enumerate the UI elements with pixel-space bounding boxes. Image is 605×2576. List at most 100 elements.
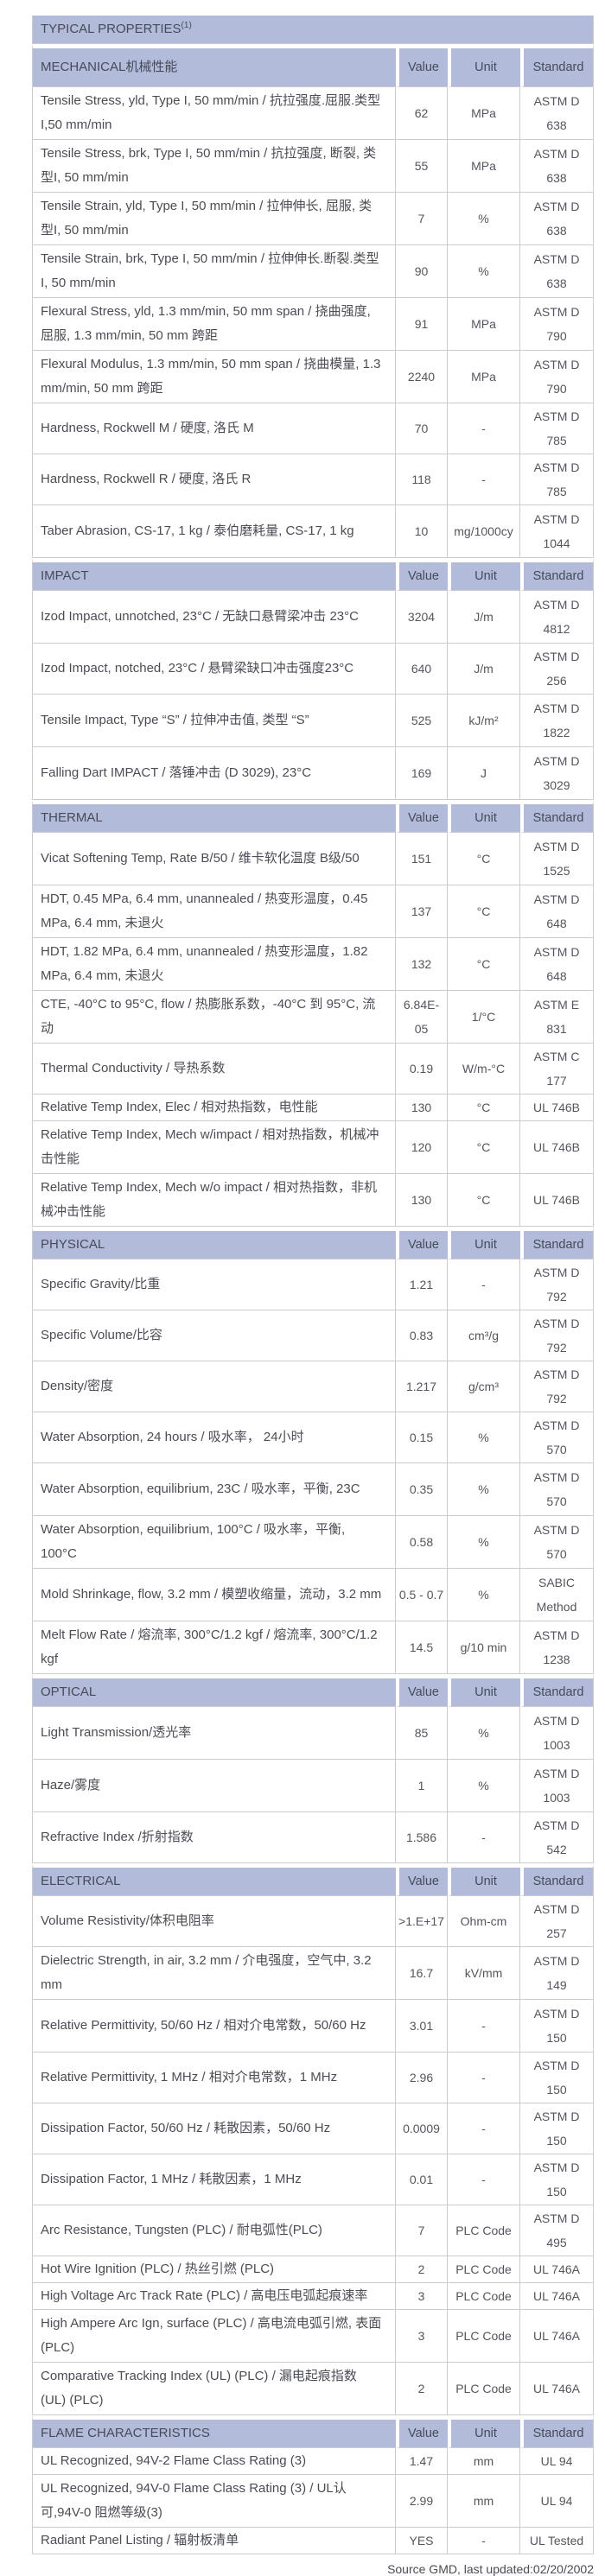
table-row: HDT, 1.82 MPa, 6.4 mm, unannealed / 热变形温… (32, 938, 595, 991)
section-title: FLAME CHARACTERISTICS (32, 2415, 396, 2448)
table-row: Mold Shrinkage, flow, 3.2 mm / 模塑收缩量，流动，… (32, 1569, 595, 1621)
column-header-standard: Standard (520, 1227, 595, 1259)
value-cell: 1.21 (396, 1259, 448, 1310)
standard-cell: UL Tested (520, 2528, 595, 2554)
unit-cell: - (448, 1812, 520, 1863)
unit-cell: - (448, 1259, 520, 1310)
property-cell: Hardness, Rockwell R / 硬度, 洛氏 R (32, 454, 396, 505)
unit-cell: W/m-°C (448, 1044, 520, 1094)
unit-cell: g/10 min (448, 1621, 520, 1674)
table-row: Volume Resistivity/体积电阻率 >1.E+17 Ohm-cm AST… (32, 1896, 595, 1947)
unit-cell: - (448, 2000, 520, 2053)
property-cell: Water Absorption, 24 hours / 吸水率， 24小时 (32, 1412, 396, 1463)
property-cell: Relative Temp Index, Mech w/impact / 相对热… (32, 1121, 396, 1174)
unit-cell: - (448, 2103, 520, 2154)
property-cell: Water Absorption, equilibrium, 23C / 吸水率… (32, 1463, 396, 1516)
value-cell: 2.99 (396, 2475, 448, 2528)
standard-cell: ASTM D 638 (520, 87, 595, 140)
table-row: Hot Wire Ignition (PLC) / 热丝引燃 (PLC) 2 PLC… (32, 2256, 595, 2283)
standard-cell: ASTM D 785 (520, 454, 595, 505)
property-cell: Falling Dart IMPACT / 落锤冲击 (D 3029), 23°… (32, 747, 396, 800)
table-row: Taber Abrasion, CS-17, 1 kg / 泰伯磨耗量, CS-… (32, 505, 595, 558)
property-cell: Density/密度 (32, 1361, 396, 1412)
property-cell: Radiant Panel Listing / 辐射板清单 (32, 2528, 396, 2554)
unit-cell: °C (448, 938, 520, 991)
standard-cell: ASTM D 792 (520, 1361, 595, 1412)
table-row: Dissipation Factor, 50/60 Hz / 耗散因素，50/6… (32, 2103, 595, 2154)
standard-cell: ASTM D 149 (520, 1947, 595, 2000)
property-cell: Dissipation Factor, 1 MHz / 耗散因素，1 MHz (32, 2154, 396, 2205)
standard-cell: ASTM D 1525 (520, 833, 595, 885)
unit-cell: mg/1000cy (448, 505, 520, 558)
unit-cell: MPa (448, 140, 520, 193)
unit-cell: - (448, 454, 520, 505)
table-row: Izod Impact, unnotched, 23°C / 无缺口悬臂梁冲击 … (32, 591, 595, 644)
unit-cell: cm³/g (448, 1310, 520, 1361)
standard-cell: ASTM D 785 (520, 403, 595, 454)
standard-cell: ASTM D 792 (520, 1259, 595, 1310)
unit-cell: °C (448, 1121, 520, 1174)
source-note: Source GMD, last updated:02/20/2002 (387, 2562, 594, 2576)
standard-cell: ASTM E 831 (520, 991, 595, 1044)
table-row: High Voltage Arc Track Rate (PLC) / 高电压电… (32, 2283, 595, 2310)
column-header-value: Value (396, 558, 448, 591)
table-row: Water Absorption, equilibrium, 100°C / 吸… (32, 1516, 595, 1569)
standard-cell: ASTM D 150 (520, 2000, 595, 2053)
unit-cell: 1/°C (448, 991, 520, 1044)
column-header-value: Value (396, 800, 448, 833)
section-title: MECHANICAL机械性能 (32, 44, 396, 87)
unit-cell: J/m (448, 591, 520, 644)
table-row: Density/密度 1.217 g/cm³ ASTM D 792 (32, 1361, 595, 1412)
unit-cell: °C (448, 1094, 520, 1121)
unit-cell: PLC Code (448, 2363, 520, 2415)
standard-cell: ASTM D 790 (520, 298, 595, 351)
table-row: Hardness, Rockwell M / 硬度, 洛氏 M 70- ASTM D… (32, 403, 595, 454)
value-cell: 0.83 (396, 1310, 448, 1361)
property-cell: Vicat Softening Temp, Rate B/50 / 维卡软化温度… (32, 833, 396, 885)
standard-cell: ASTM D 1822 (520, 695, 595, 747)
standard-cell: UL 746B (520, 1094, 595, 1121)
value-cell: 6.84E-05 (396, 991, 448, 1044)
table-row: Tensile Strain, yld, Type I, 50 mm/min /… (32, 193, 595, 245)
section-header-row: THERMAL Value Unit Standard (32, 800, 595, 833)
standard-cell: ASTM D 150 (520, 2154, 595, 2205)
value-cell: >1.E+17 (396, 1896, 448, 1947)
property-cell: UL Recognized, 94V-0 Flame Class Rating … (32, 2475, 396, 2528)
value-cell: 2.96 (396, 2053, 448, 2103)
unit-cell: % (448, 1412, 520, 1463)
standard-cell: ASTM D 495 (520, 2205, 595, 2256)
unit-cell: PLC Code (448, 2205, 520, 2256)
property-cell: Volume Resistivity/体积电阻率 (32, 1896, 396, 1947)
value-cell: 70 (396, 403, 448, 454)
value-cell: 7 (396, 193, 448, 245)
table-row: Tensile Strain, brk, Type I, 50 mm/min /… (32, 245, 595, 298)
standard-cell: ASTM D 542 (520, 1812, 595, 1863)
value-cell: 132 (396, 938, 448, 991)
value-cell: 640 (396, 644, 448, 695)
value-cell: 525 (396, 695, 448, 747)
column-header-unit: Unit (448, 2415, 520, 2448)
unit-cell: - (448, 2154, 520, 2205)
column-header-value: Value (396, 1863, 448, 1896)
value-cell: 3204 (396, 591, 448, 644)
standard-cell: UL 746B (520, 1121, 595, 1174)
value-cell: 3.01 (396, 2000, 448, 2053)
standard-cell: UL 94 (520, 2475, 595, 2528)
property-cell: Relative Temp Index, Mech w/o impact / 相… (32, 1174, 396, 1227)
column-header-unit: Unit (448, 1674, 520, 1707)
value-cell: 0.35 (396, 1463, 448, 1516)
value-cell: 3 (396, 2310, 448, 2363)
standard-cell: ASTM D 648 (520, 938, 595, 991)
value-cell: 0.01 (396, 2154, 448, 2205)
unit-cell: g/cm³ (448, 1361, 520, 1412)
property-cell: Haze/雾度 (32, 1760, 396, 1812)
property-cell: Taber Abrasion, CS-17, 1 kg / 泰伯磨耗量, CS-… (32, 505, 396, 558)
typical-properties-table: TYPICAL PROPERTIES(1) MECHANICAL机械性能 Valu… (32, 16, 595, 2554)
unit-cell: J/m (448, 644, 520, 695)
property-cell: Dissipation Factor, 50/60 Hz / 耗散因素，50/6… (32, 2103, 396, 2154)
table-row: Tensile Stress, brk, Type I, 50 mm/min /… (32, 140, 595, 193)
property-cell: Light Transmission/透光率 (32, 1707, 396, 1760)
value-cell: 0.0009 (396, 2103, 448, 2154)
value-cell: 14.5 (396, 1621, 448, 1674)
unit-cell: - (448, 2053, 520, 2103)
